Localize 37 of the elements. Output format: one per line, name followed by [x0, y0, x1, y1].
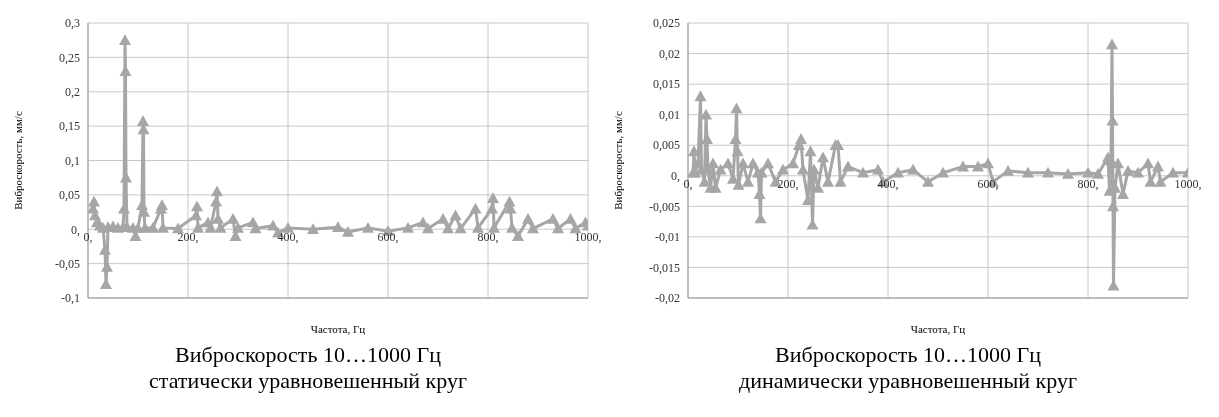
y-tick-label: 0,1 [65, 153, 80, 168]
y-tick-label: -0,01 [655, 230, 680, 245]
x-tick-label: 200, [777, 176, 799, 191]
y-tick-label: -0,1 [61, 291, 80, 306]
x-tick-label: 200, [177, 230, 199, 245]
text: динамически уравновешенный круг [738, 368, 1078, 394]
y-tick-label: 0,15 [59, 119, 80, 134]
y-axis-title: Виброскорость, мм/с [11, 111, 24, 210]
x-tick-label: 1000, [1174, 176, 1202, 191]
x-tick-label: 400, [277, 230, 299, 245]
x-tick-label: 1000, [574, 230, 602, 245]
x-tick-label: 800, [477, 230, 499, 245]
y-tick-label: -0,005 [649, 199, 680, 214]
y-tick-label: 0,015 [653, 77, 680, 92]
y-tick-label: 0,02 [659, 46, 680, 61]
y-tick-label: -0,05 [55, 256, 80, 271]
x-tick-label: 600, [377, 230, 399, 245]
x-tick-label: 600, [977, 176, 999, 191]
x-tick-label: 800, [1077, 176, 1099, 191]
y-tick-label: 0,005 [653, 138, 680, 153]
x-tick-label: 0, [683, 176, 693, 191]
y-tick-label: 0,25 [59, 50, 80, 65]
y-tick-label: 0,025 [653, 16, 680, 31]
x-axis-title: Частота, Гц [310, 323, 366, 335]
y-tick-label: -0,015 [649, 260, 680, 275]
text: Виброскорость 10…1000 Гц [174, 342, 442, 368]
y-tick-label: -0,02 [655, 291, 680, 306]
x-tick-label: 400, [877, 176, 899, 191]
y-tick-label: 0,05 [59, 188, 80, 203]
x-tick-label: 0, [83, 230, 93, 245]
x-axis-title: Частота, Гц [910, 323, 966, 335]
y-tick-label: 0,01 [659, 107, 680, 122]
y-axis-title: Виброскорость, мм/с [611, 111, 624, 210]
text: Виброскорость 10…1000 Гц [774, 342, 1042, 368]
text: статически уравновешенный круг [148, 368, 468, 394]
y-tick-label: 0,2 [65, 85, 80, 100]
y-tick-label: 0,3 [65, 16, 80, 31]
